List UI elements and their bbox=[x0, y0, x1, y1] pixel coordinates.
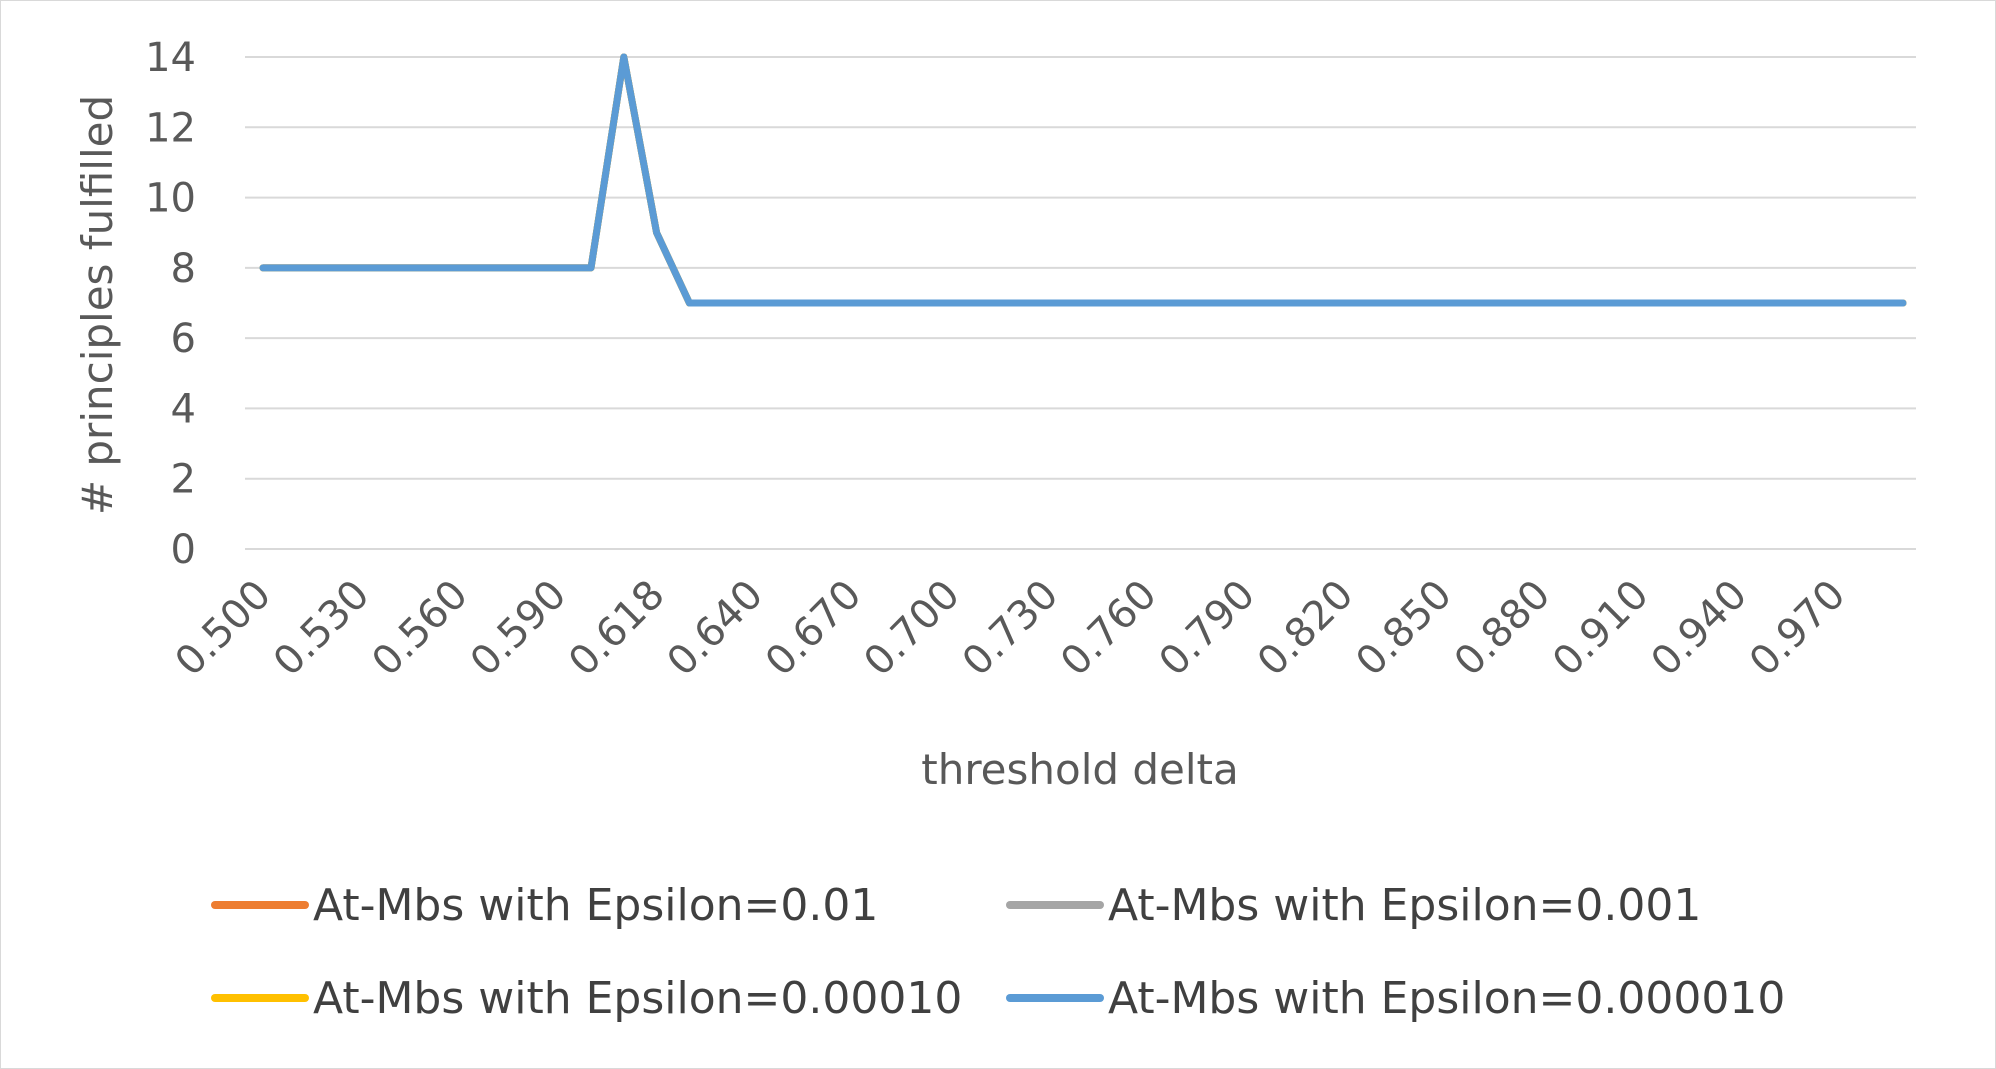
x-tick-label: 0.910 bbox=[1544, 572, 1658, 686]
y-tick-label: 10 bbox=[145, 176, 196, 222]
legend-item-1[interactable]: At-Mbs with Epsilon=0.01 bbox=[211, 880, 878, 931]
x-tick-label: 0.640 bbox=[659, 572, 773, 686]
x-tick-label: 0.560 bbox=[363, 572, 477, 686]
x-tick-label: 0.500 bbox=[167, 572, 281, 686]
legend-label: At-Mbs with Epsilon=0.000010 bbox=[1108, 973, 1785, 1024]
x-tick-label: 0.700 bbox=[855, 572, 969, 686]
x-axis-title: threshold delta bbox=[921, 745, 1239, 794]
y-tick-label: 0 bbox=[171, 527, 196, 573]
series-line-4 bbox=[259, 53, 1907, 307]
series-lines bbox=[259, 53, 1907, 307]
x-tick-label: 0.590 bbox=[462, 572, 576, 686]
y-tick-label: 12 bbox=[145, 105, 196, 151]
x-tick-label: 0.970 bbox=[1741, 572, 1855, 686]
x-tick-label: 0.940 bbox=[1643, 572, 1757, 686]
x-tick-label: 0.820 bbox=[1249, 572, 1363, 686]
legend-label: At-Mbs with Epsilon=0.01 bbox=[313, 880, 878, 931]
legend-item-2[interactable]: At-Mbs with Epsilon=0.001 bbox=[1006, 880, 1701, 931]
x-tick-label: 0.760 bbox=[1052, 572, 1166, 686]
x-tick-label: 0.730 bbox=[954, 572, 1068, 686]
y-tick-label: 4 bbox=[171, 386, 196, 432]
y-tick-label: 2 bbox=[171, 457, 196, 503]
x-tick-label: 0.530 bbox=[265, 572, 379, 686]
x-tick-label: 0.880 bbox=[1446, 572, 1560, 686]
x-tick-label: 0.618 bbox=[560, 572, 674, 686]
legend-item-4[interactable]: At-Mbs with Epsilon=0.000010 bbox=[1006, 973, 1785, 1024]
y-tick-label: 14 bbox=[145, 35, 196, 81]
x-axis-ticks: 0.5000.5300.5600.5900.6180.6400.6700.700… bbox=[167, 572, 1855, 686]
legend-label: At-Mbs with Epsilon=0.001 bbox=[1108, 880, 1701, 931]
legend-label: At-Mbs with Epsilon=0.00010 bbox=[313, 973, 962, 1024]
y-tick-label: 8 bbox=[171, 246, 196, 292]
legend-item-3[interactable]: At-Mbs with Epsilon=0.00010 bbox=[211, 973, 962, 1024]
x-tick-label: 0.850 bbox=[1347, 572, 1461, 686]
x-tick-label: 0.670 bbox=[757, 572, 871, 686]
y-tick-label: 6 bbox=[171, 316, 196, 362]
y-axis-title: # principles fulfilled bbox=[73, 95, 122, 515]
x-tick-label: 0.790 bbox=[1151, 572, 1265, 686]
legend[interactable]: At-Mbs with Epsilon=0.01 At-Mbs with Epsi… bbox=[211, 880, 1785, 1024]
y-axis-ticks: 0 2 4 6 8 10 12 14 bbox=[145, 35, 196, 573]
